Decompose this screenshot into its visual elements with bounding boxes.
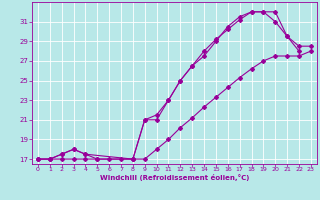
X-axis label: Windchill (Refroidissement éolien,°C): Windchill (Refroidissement éolien,°C) — [100, 174, 249, 181]
